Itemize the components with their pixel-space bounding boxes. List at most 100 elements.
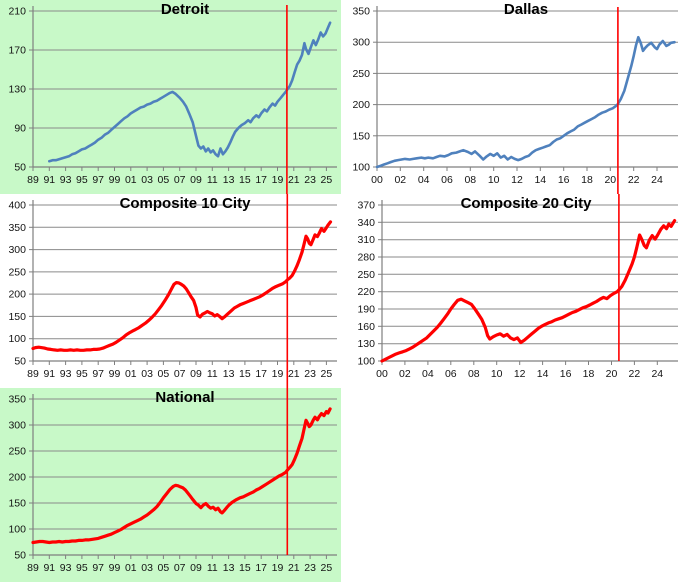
x-tick-label: 07: [174, 368, 186, 380]
x-tick-label: 09: [190, 174, 202, 186]
composite-10-city-plot: 50 100 150 200 250 300 350 400 89 91 93 95 97 99 01 03 0…: [8, 194, 337, 388]
x-tick-label: 08: [468, 368, 480, 380]
x-tick-label: 25: [321, 174, 333, 186]
x-tick-label: 25: [321, 368, 333, 380]
x-tick-label: 01: [125, 174, 137, 186]
x-tick-label: 89: [27, 174, 39, 186]
y-tick-label: 340: [357, 217, 375, 229]
x-tick-label: 10: [488, 174, 500, 186]
y-tick-label: 350: [352, 6, 370, 18]
x-tick-label: 91: [43, 562, 55, 574]
y-tick-label: 250: [8, 446, 26, 458]
y-tick-label: 400: [8, 200, 26, 212]
x-tick-label: 99: [109, 174, 121, 186]
x-tick-label: 23: [304, 562, 316, 574]
y-tick-label: 200: [8, 472, 26, 484]
x-tick-label: 97: [92, 562, 104, 574]
x-tick-label: 12: [514, 368, 526, 380]
y-tick-label: 150: [352, 130, 370, 142]
y-tick-label: 250: [352, 68, 370, 80]
x-tick-label: 11: [207, 368, 218, 380]
x-tick-label: 16: [558, 174, 570, 186]
y-tick-label: 300: [352, 37, 370, 49]
x-tick-label: 09: [190, 368, 202, 380]
y-tick-label: 350: [8, 222, 26, 234]
y-tick-label: 250: [357, 269, 375, 281]
x-tick-label: 13: [223, 562, 235, 574]
y-tick-label: 310: [357, 234, 375, 246]
y-tick-label: 250: [8, 266, 26, 278]
y-tick-label: 350: [8, 394, 26, 406]
chart-composite-10-city: 50 100 150 200 250 300 350 400 89 91 93 95 97 99 01 03 0…: [0, 194, 341, 388]
x-tick-label: 89: [27, 562, 39, 574]
x-tick-label: 17: [255, 174, 267, 186]
x-tick-label: 21: [288, 174, 300, 186]
x-tick-label: 95: [76, 174, 88, 186]
x-tick-label: 99: [109, 562, 121, 574]
x-tick-label: 13: [223, 368, 235, 380]
x-tick-label: 97: [92, 368, 104, 380]
x-tick-label: 25: [321, 562, 333, 574]
x-tick-label: 19: [272, 174, 284, 186]
detroit-plot: 50 90 130 170 210 89 91 93 95 97 99 01 03 05 07 09 11 13 1…: [8, 5, 337, 194]
x-tick-label: 10: [491, 368, 503, 380]
y-tick-label: 280: [357, 252, 375, 264]
x-tick-label: 24: [651, 368, 663, 380]
series-line: [31, 407, 332, 545]
x-tick-label: 08: [464, 174, 476, 186]
x-tick-label: 03: [141, 174, 153, 186]
x-tick-label: 15: [239, 368, 251, 380]
y-tick-label: 210: [8, 6, 26, 18]
x-tick-label: 20: [604, 174, 616, 186]
x-tick-label: 00: [376, 368, 388, 380]
y-tick-label: 100: [352, 162, 370, 174]
x-tick-label: 99: [109, 368, 121, 380]
y-tick-label: 130: [357, 338, 375, 350]
national-plot: 50 100 150 200 250 300 350 89 91 93 95 97 99 01 03 05 07…: [8, 388, 337, 574]
y-tick-label: 50: [14, 550, 26, 562]
x-tick-label: 22: [629, 368, 641, 380]
x-tick-label: 00: [371, 174, 383, 186]
y-tick-label: 170: [8, 45, 26, 57]
x-tick-label: 11: [207, 174, 218, 186]
x-tick-label: 04: [418, 174, 430, 186]
x-tick-label: 05: [158, 562, 170, 574]
y-tick-label: 370: [357, 200, 375, 212]
chart-title-detroit: Detroit: [160, 1, 210, 18]
series-line: [47, 21, 332, 163]
x-tick-label: 17: [255, 368, 267, 380]
y-tick-label: 300: [8, 420, 26, 432]
y-tick-label: 50: [14, 162, 26, 174]
y-tick-label: 130: [8, 84, 26, 96]
x-tick-label: 14: [537, 368, 549, 380]
x-tick-label: 03: [141, 368, 153, 380]
y-tick-label: 100: [357, 356, 375, 368]
x-tick-label: 05: [158, 174, 170, 186]
x-tick-label: 91: [43, 174, 55, 186]
series-line: [375, 35, 676, 169]
x-tick-label: 11: [207, 562, 218, 574]
x-tick-label: 02: [399, 368, 411, 380]
x-tick-label: 12: [511, 174, 523, 186]
x-tick-label: 07: [174, 174, 186, 186]
chart-dallas: 100 150 200 250 300 350 00 02 04 06 08 10 12 14 16 18 20…: [341, 0, 682, 194]
x-tick-label: 06: [441, 174, 453, 186]
y-tick-label: 300: [8, 244, 26, 256]
x-tick-label: 21: [288, 562, 300, 574]
x-tick-label: 07: [174, 562, 186, 574]
y-tick-label: 50: [14, 356, 26, 368]
series-line: [31, 220, 333, 352]
chart-title-composite-20-city: Composite 20 City: [460, 195, 592, 212]
x-tick-label: 17: [255, 562, 267, 574]
y-tick-label: 100: [8, 524, 26, 536]
chart-title-national: National: [155, 389, 215, 406]
x-tick-label: 93: [60, 562, 72, 574]
x-tick-label: 24: [651, 174, 663, 186]
chart-title-composite-10-city: Composite 10 City: [119, 195, 251, 212]
chart-detroit: 50 90 130 170 210 89 91 93 95 97 99 01 03 05 07 09 11 13 1…: [0, 0, 341, 194]
y-tick-label: 90: [14, 123, 26, 135]
x-tick-label: 93: [60, 174, 72, 186]
x-tick-label: 22: [628, 174, 640, 186]
x-tick-label: 03: [141, 562, 153, 574]
x-tick-label: 97: [92, 174, 104, 186]
